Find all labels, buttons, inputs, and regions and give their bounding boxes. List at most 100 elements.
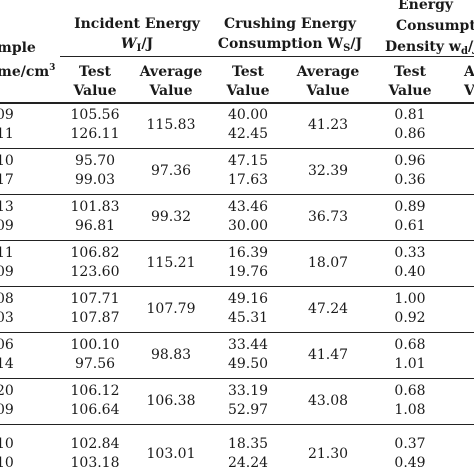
header-crushing-consumption: Consumption WS/J bbox=[217, 36, 363, 54]
wi-average-value: 106.38 bbox=[146, 393, 196, 409]
wi-test-value: 126.11 bbox=[70, 126, 120, 142]
row-rule bbox=[0, 194, 474, 195]
ws-test-value: 19.76 bbox=[227, 264, 269, 280]
wd-test-value: 0.92 bbox=[394, 310, 426, 326]
header-density-line3: Density wd/J bbox=[385, 39, 474, 57]
wi-test-value: 100.10 bbox=[70, 337, 120, 353]
sample-value: 09 bbox=[0, 402, 14, 418]
sample-value: 08 bbox=[0, 291, 14, 307]
wi-test-value: 95.70 bbox=[74, 153, 116, 169]
wi-test-value: 102.84 bbox=[70, 436, 120, 452]
row-rule bbox=[0, 148, 474, 149]
wd-test-value: 0.40 bbox=[394, 264, 426, 280]
wi-test-value: 101.83 bbox=[70, 199, 120, 215]
ws-average-value: 41.23 bbox=[307, 117, 349, 133]
wi-average-value: 98.83 bbox=[150, 347, 192, 363]
subheader-ws-test-value: Value bbox=[226, 83, 270, 99]
header-density-line2: Consumpt bbox=[396, 18, 474, 34]
wi-test-value: 105.56 bbox=[70, 107, 120, 123]
wd-test-value: 1.01 bbox=[394, 356, 426, 372]
wd-test-value: 0.86 bbox=[394, 126, 426, 142]
ws-test-value: 40.00 bbox=[227, 107, 269, 123]
sample-value: 09 bbox=[0, 264, 14, 280]
header-incident-energy: Incident Energy bbox=[74, 16, 200, 32]
ws-average-value: 36.73 bbox=[307, 209, 349, 225]
wi-test-value: 106.64 bbox=[70, 402, 120, 418]
wi-average-value: 99.32 bbox=[150, 209, 192, 225]
wd-test-value: 0.89 bbox=[394, 199, 426, 215]
sample-value: 06 bbox=[0, 337, 14, 353]
wd-test-value: 0.37 bbox=[394, 436, 426, 452]
wi-test-value: 123.60 bbox=[70, 264, 120, 280]
sample-value: 03 bbox=[0, 310, 14, 326]
header-crushing-energy: Crushing Energy bbox=[224, 16, 356, 32]
header-bottom-rule bbox=[0, 102, 474, 104]
ws-average-value: 18.07 bbox=[307, 255, 349, 271]
wi-average-value: 103.01 bbox=[146, 446, 196, 462]
sample-value: 11 bbox=[0, 245, 14, 261]
wd-test-value: 0.36 bbox=[394, 172, 426, 188]
wd-test-value: 0.96 bbox=[394, 153, 426, 169]
wi-test-value: 99.03 bbox=[74, 172, 116, 188]
header-sample-line2: me/cm3 bbox=[0, 63, 56, 80]
sample-value: 20 bbox=[0, 383, 14, 399]
ws-test-value: 52.97 bbox=[227, 402, 269, 418]
subheader-wi-average: Average bbox=[139, 64, 203, 80]
sample-value: 10 bbox=[0, 436, 14, 452]
header-sample-line1: mple bbox=[0, 40, 36, 56]
wd-test-value: 0.68 bbox=[394, 337, 426, 353]
wi-average-value: 115.83 bbox=[146, 117, 196, 133]
ws-test-value: 45.31 bbox=[227, 310, 269, 326]
sample-value: 11 bbox=[0, 126, 14, 142]
subheader-ws-average-value: Value bbox=[306, 83, 350, 99]
sample-value: 13 bbox=[0, 199, 14, 215]
header-density-line1: Energy bbox=[398, 0, 454, 13]
ws-test-value: 30.00 bbox=[227, 218, 269, 234]
subheader-wd-test-value: Value bbox=[388, 83, 432, 99]
wi-test-value: 96.81 bbox=[74, 218, 116, 234]
header-incident-unit: WI/J bbox=[120, 36, 154, 54]
ws-test-value: 24.24 bbox=[227, 455, 269, 471]
wi-average-value: 115.21 bbox=[146, 255, 196, 271]
subheader-wd-average-value-partial: V bbox=[464, 83, 474, 99]
header-rule bbox=[60, 56, 474, 57]
wd-test-value: 0.49 bbox=[394, 455, 426, 471]
wi-average-value: 107.79 bbox=[146, 301, 196, 317]
row-rule bbox=[0, 240, 474, 241]
ws-test-value: 49.50 bbox=[227, 356, 269, 372]
ws-test-value: 49.16 bbox=[227, 291, 269, 307]
wi-test-value: 107.87 bbox=[70, 310, 120, 326]
sample-value: 09 bbox=[0, 107, 14, 123]
ws-test-value: 33.19 bbox=[227, 383, 269, 399]
subheader-wi-test: Test bbox=[78, 64, 112, 80]
ws-test-value: 47.15 bbox=[227, 153, 269, 169]
ws-test-value: 42.45 bbox=[227, 126, 269, 142]
subheader-wi-average-value: Value bbox=[149, 83, 193, 99]
wi-test-value: 106.82 bbox=[70, 245, 120, 261]
wi-test-value: 97.56 bbox=[74, 356, 116, 372]
subheader-wd-average-partial: A bbox=[464, 64, 474, 80]
ws-test-value: 33.44 bbox=[227, 337, 269, 353]
subheader-ws-test: Test bbox=[231, 64, 265, 80]
ws-average-value: 32.39 bbox=[307, 163, 349, 179]
sample-value: 10 bbox=[0, 153, 14, 169]
ws-test-value: 43.46 bbox=[227, 199, 269, 215]
ws-test-value: 17.63 bbox=[227, 172, 269, 188]
sample-value: 17 bbox=[0, 172, 14, 188]
row-rule bbox=[0, 286, 474, 287]
wd-test-value: 0.81 bbox=[394, 107, 426, 123]
wd-test-value: 0.68 bbox=[394, 383, 426, 399]
row-rule bbox=[0, 424, 474, 425]
wd-test-value: 1.08 bbox=[394, 402, 426, 418]
subheader-wd-test: Test bbox=[393, 64, 427, 80]
wd-test-value: 0.33 bbox=[394, 245, 426, 261]
sample-value: 14 bbox=[0, 356, 14, 372]
ws-average-value: 41.47 bbox=[307, 347, 349, 363]
ws-average-value: 21.30 bbox=[307, 446, 349, 462]
sample-value: 09 bbox=[0, 218, 14, 234]
wi-test-value: 107.71 bbox=[70, 291, 120, 307]
ws-test-value: 16.39 bbox=[227, 245, 269, 261]
row-rule bbox=[0, 332, 474, 333]
ws-average-value: 47.24 bbox=[307, 301, 349, 317]
